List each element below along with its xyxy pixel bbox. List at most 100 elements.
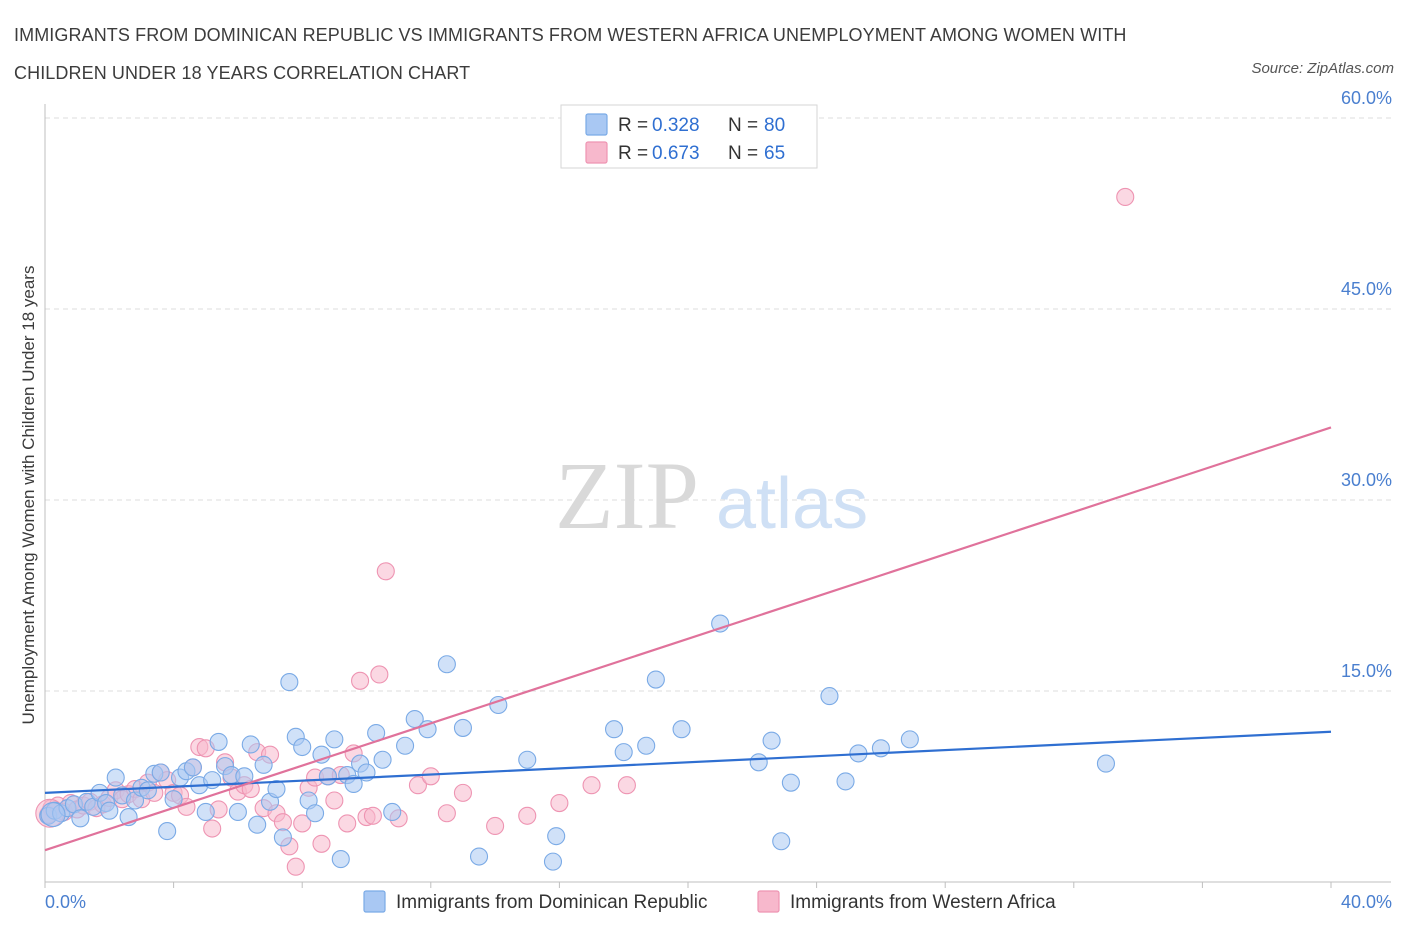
point-dominican-republic (453, 718, 473, 737)
bottom-legend-label-blue: Immigrants from Dominican Republic (396, 892, 708, 913)
point-dominican-republic (158, 822, 177, 841)
point-dominican-republic (762, 731, 781, 750)
legend-r-value-pink: 0.673 (652, 143, 700, 164)
point-dominican-republic (396, 736, 415, 755)
y-tick-label: 15.0% (1341, 661, 1392, 681)
point-western-africa (1116, 187, 1135, 206)
watermark-atlas: atlas (716, 464, 868, 544)
legend-n-value-pink: 65 (764, 143, 785, 164)
y-tick-label: 60.0% (1341, 88, 1392, 108)
point-dominican-republic (672, 720, 691, 739)
legend-n-value-blue: 80 (764, 115, 785, 136)
point-dominican-republic (344, 774, 363, 794)
point-western-africa (617, 776, 636, 795)
bottom-legend: Immigrants from Dominican Republic Immig… (363, 890, 1056, 913)
point-western-africa (582, 776, 601, 795)
x-tick-label: 0.0% (45, 892, 86, 912)
chart-title: IMMIGRANTS FROM DOMINICAN REPUBLIC VS IM… (14, 25, 1127, 83)
point-dominican-republic (40, 801, 66, 828)
point-dominican-republic (254, 755, 273, 774)
point-dominican-republic (71, 809, 90, 828)
point-dominican-republic (469, 847, 489, 866)
bottom-legend-swatch-pink (757, 890, 780, 913)
legend-swatch-pink (585, 141, 608, 164)
point-western-africa (338, 814, 357, 833)
y-tick-label: 45.0% (1341, 279, 1392, 299)
point-dominican-republic (306, 804, 325, 823)
point-dominican-republic (196, 802, 215, 822)
trend-lines (44, 426, 1332, 852)
point-dominican-republic (772, 832, 791, 851)
point-dominican-republic (241, 735, 260, 754)
trend-line-dominican-republic (44, 730, 1332, 794)
point-dominican-republic (383, 802, 402, 822)
point-dominican-republic (106, 768, 125, 787)
point-dominican-republic (100, 801, 119, 820)
point-dominican-republic (614, 743, 633, 762)
axes (44, 104, 1391, 888)
x-tick-label: 40.0% (1341, 892, 1392, 912)
watermark: ZIP atlas (555, 442, 868, 549)
point-dominican-republic (267, 779, 286, 799)
point-dominican-republic (1096, 754, 1115, 773)
y-tick-label: 30.0% (1341, 470, 1392, 490)
series-dominican-republic-points (39, 614, 1115, 871)
legend-n-label-pink: N = (728, 143, 758, 164)
point-dominican-republic (325, 730, 344, 749)
point-dominican-republic (151, 763, 170, 782)
point-dominican-republic (183, 758, 202, 777)
point-dominican-republic (518, 750, 537, 769)
top-legend: R = 0.328 N = 80 R = 0.673 N = 65 (560, 104, 818, 169)
legend-swatch-blue (585, 113, 608, 136)
point-dominican-republic (437, 655, 456, 674)
point-western-africa (370, 665, 389, 684)
point-dominican-republic (781, 773, 800, 792)
point-dominican-republic (228, 802, 247, 822)
point-dominican-republic (293, 737, 312, 757)
point-dominican-republic (820, 687, 839, 706)
point-dominican-republic (248, 815, 267, 834)
point-western-africa (408, 776, 427, 795)
point-dominican-republic (547, 827, 566, 846)
y-tick-labels: 15.0% 30.0% 45.0% 60.0% (1341, 88, 1392, 681)
point-western-africa (293, 814, 312, 833)
point-western-africa (518, 806, 537, 825)
point-western-africa (453, 783, 473, 802)
point-western-africa (550, 794, 569, 813)
point-western-africa (437, 804, 456, 823)
point-dominican-republic (637, 736, 656, 755)
point-western-africa (203, 819, 222, 838)
point-dominican-republic (273, 828, 292, 847)
watermark-zip: ZIP (555, 442, 699, 549)
point-dominican-republic (209, 732, 228, 751)
point-dominican-republic (605, 720, 624, 739)
bottom-legend-swatch-blue (363, 890, 386, 913)
legend-r-value-blue: 0.328 (652, 115, 700, 136)
point-western-africa (273, 813, 292, 832)
point-dominican-republic (900, 730, 919, 749)
legend-r-label-pink: R = (618, 143, 648, 164)
legend-r-label-blue: R = (618, 115, 648, 136)
point-dominican-republic (280, 673, 299, 692)
y-axis-label: Unemployment Among Women with Children U… (19, 266, 38, 725)
point-dominican-republic (543, 852, 563, 871)
legend-n-label-blue: N = (728, 115, 758, 136)
point-dominican-republic (646, 670, 665, 689)
point-dominican-republic (138, 781, 157, 800)
point-western-africa (363, 806, 382, 825)
point-western-africa (325, 791, 344, 810)
x-tick-labels: 0.0% 40.0% (45, 892, 1392, 912)
point-dominican-republic (318, 767, 337, 786)
point-western-africa (286, 857, 305, 876)
point-dominican-republic (373, 750, 392, 769)
bottom-legend-label-pink: Immigrants from Western Africa (790, 892, 1056, 913)
point-western-africa (421, 767, 440, 786)
point-western-africa (312, 834, 331, 853)
point-dominican-republic (749, 753, 768, 772)
point-western-africa (376, 562, 395, 581)
source-label: Source: ZipAtlas.com (1251, 60, 1394, 77)
trend-line-western-africa (44, 426, 1332, 852)
point-dominican-republic (331, 850, 350, 869)
point-western-africa (351, 671, 370, 690)
